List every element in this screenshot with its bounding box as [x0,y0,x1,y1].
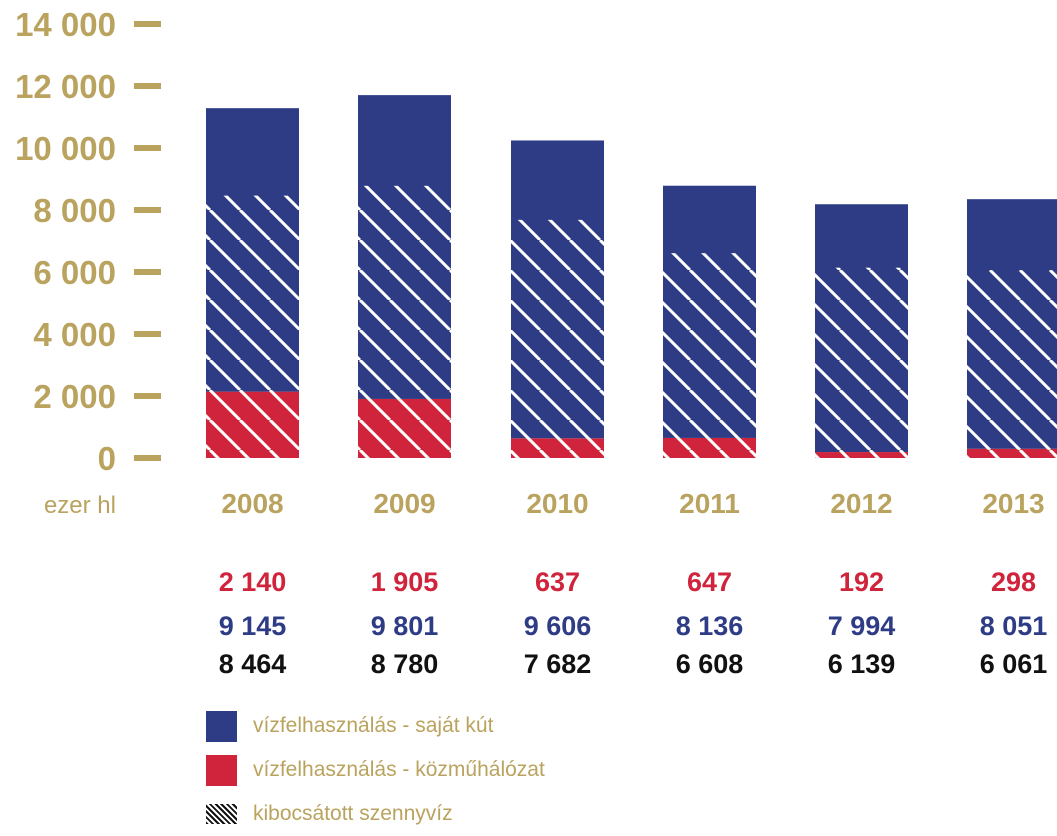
y-tick-label: 10 000 [15,130,116,167]
value-szennyviz: 8 780 [371,649,439,679]
legend-item-szennyviz: kibocsátott szennyvíz [206,792,545,836]
value-sajat: 8 136 [676,611,744,641]
x-tick-label: 2008 [221,488,283,519]
x-tick-label: 2011 [679,488,740,519]
bar-szennyviz-hatch [815,267,908,458]
legend-label: vízfelhasználás - közműhálózat [253,758,545,781]
x-tick-label: 2009 [373,488,435,519]
y-tick-mark [134,455,161,461]
legend-label: vízfelhasználás - saját kút [253,714,494,737]
value-szennyviz: 7 682 [524,649,592,679]
bar-szennyviz-hatch [663,253,756,458]
value-kozmu: 2 140 [219,567,287,597]
value-kozmu: 192 [839,567,884,597]
legend-swatch-red [206,754,237,786]
bar-chart: 0 2 000 4 000 6 000 8 000 10 000 12 000 14 000 e… [15,6,1057,679]
value-szennyviz: 6 608 [676,649,744,679]
bar-szennyviz-hatch [967,270,1057,458]
bar-szennyviz-hatch [511,219,604,458]
y-tick-label: 2 000 [33,378,116,415]
value-szennyviz: 6 139 [828,649,896,679]
y-tick-label: 4 000 [33,316,116,353]
y-tick-mark [134,207,161,213]
value-sajat: 8 051 [980,611,1048,641]
legend-swatch-hatch [206,804,237,824]
y-tick-label: 8 000 [33,192,116,229]
value-kozmu: 637 [535,567,580,597]
y-tick-mark [134,145,161,151]
value-sajat: 9 606 [524,611,592,641]
y-tick-label: 0 [98,440,116,477]
value-sajat: 7 994 [828,611,896,641]
y-tick-label: 6 000 [33,254,116,291]
y-tick-mark [134,393,161,399]
y-tick-mark [134,331,161,337]
bar-szennyviz-hatch [206,195,299,458]
x-axis: 2008 2009 2010 2011 2012 2013 [221,488,1044,519]
x-tick-label: 2012 [830,488,892,519]
bar-szennyviz-hatch [358,185,451,458]
legend-item-kozmu: vízfelhasználás - közműhálózat [206,748,545,792]
y-tick-mark [134,21,161,27]
value-sajat: 9 801 [371,611,439,641]
value-kozmu: 298 [991,567,1036,597]
legend-label: kibocsátott szennyvíz [253,802,453,825]
value-sajat: 9 145 [219,611,287,641]
value-kozmu: 647 [687,567,732,597]
legend-item-sajat: vízfelhasználás - saját kút [206,704,545,748]
bars [206,95,1057,458]
y-tick-mark [134,83,161,89]
value-szennyviz: 8 464 [219,649,287,679]
value-table: 2 140 9 145 8 464 1 905 9 801 8 780 637 9 606 7 … [219,567,1048,679]
legend-swatch-blue [206,710,237,742]
x-tick-label: 2010 [526,488,588,519]
y-tick-label: 12 000 [15,68,116,105]
y-tick-mark [134,269,161,275]
value-kozmu: 1 905 [371,567,439,597]
unit-label: ezer hl [44,492,116,519]
x-tick-label: 2013 [982,488,1044,519]
y-axis: 0 2 000 4 000 6 000 8 000 10 000 12 000 14 000 e… [15,6,161,519]
y-tick-label: 14 000 [15,6,116,43]
legend: vízfelhasználás - saját kút vízfelhaszná… [206,704,545,836]
value-szennyviz: 6 061 [980,649,1048,679]
